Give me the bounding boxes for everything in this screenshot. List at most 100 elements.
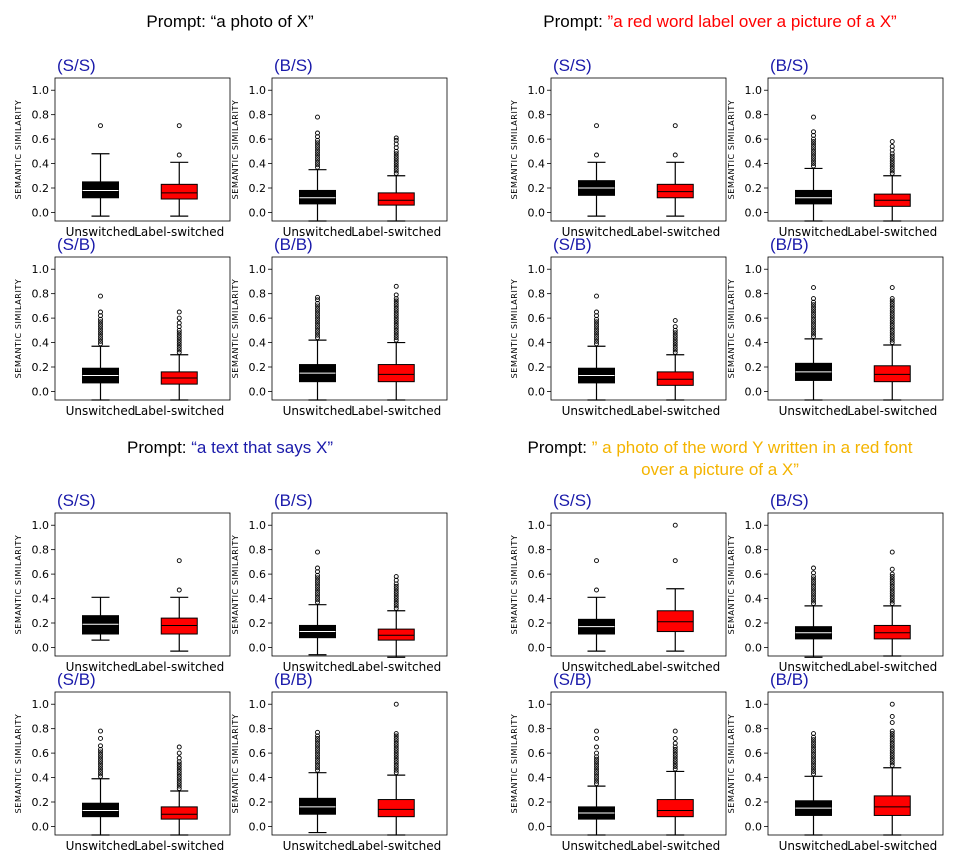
label-switched-box <box>656 183 694 199</box>
box-plot-panel: (B/S) 0.0 0.2 0.4 0.6 0.8 1.0 SEMANTIC SIMILARI… <box>231 491 448 674</box>
x-tick-label: Label-switched <box>134 839 224 850</box>
unswitched-outlier <box>811 583 816 589</box>
unswitched-outlier <box>811 139 816 145</box>
y-tick-label: 0.2 <box>249 617 267 630</box>
unswitched-outlier <box>811 749 816 755</box>
x-tick-label: Unswitched <box>779 660 849 674</box>
label-switched-outlier <box>889 731 895 737</box>
unswitched-outlier <box>594 324 599 330</box>
y-axis-label: SEMANTIC SIMILARITY <box>231 100 240 200</box>
unswitched-outlier <box>594 771 599 777</box>
box-plot-panel: (S/B) 0.0 0.2 0.4 0.6 0.8 1.0 SEMANTIC SIMILARI… <box>14 235 231 418</box>
y-tick-label: 0.4 <box>249 772 267 785</box>
y-tick-label: 0.6 <box>32 133 50 146</box>
x-tick-label: Label-switched <box>134 404 224 418</box>
y-tick-label: 1.0 <box>745 698 763 711</box>
unswitched-outlier <box>594 329 599 335</box>
prompt-prefix: Prompt: <box>543 12 603 31</box>
y-tick-label: 0.8 <box>745 288 763 301</box>
y-tick-label: 0.2 <box>249 182 267 195</box>
label-switched-outlier <box>393 161 399 167</box>
label-switched-outlier <box>672 728 678 734</box>
unswitched-outlier <box>98 766 103 772</box>
unswitched-outlier <box>98 768 103 774</box>
label-switched-outlier <box>393 765 399 771</box>
label-switched-outlier <box>889 757 895 763</box>
label-switched-box <box>377 192 415 206</box>
axes-frame <box>54 77 231 222</box>
unswitched-outlier <box>315 565 320 571</box>
y-tick-label: 1.0 <box>528 263 546 276</box>
label-switched-outlier <box>393 701 399 707</box>
label-switched-outlier <box>672 759 678 765</box>
label-switched-outlier <box>889 760 895 766</box>
y-tick-label: 1.0 <box>528 519 546 532</box>
unswitched-outlier <box>315 305 320 311</box>
box-plot-panel: (S/B) 0.0 0.2 0.4 0.6 0.8 1.0 SEMANTIC SIMILARI… <box>14 670 231 850</box>
unswitched-outlier <box>315 599 320 605</box>
box-plot-panel: (S/S) 0.0 0.2 0.4 0.6 0.8 1.0 SEMANTIC SIMILARI… <box>14 491 231 674</box>
y-tick-label: 0.6 <box>528 568 546 581</box>
label-switched-outlier <box>889 720 895 726</box>
label-switched-outlier <box>889 549 895 555</box>
label-switched-outlier <box>393 740 399 746</box>
label-switched-outlier <box>672 152 678 158</box>
y-axis-label: SEMANTIC SIMILARITY <box>14 100 23 200</box>
label-switched-outlier <box>393 743 399 749</box>
unswitched-outlier <box>315 294 320 300</box>
y-tick-label: 0.2 <box>745 617 763 630</box>
y-tick-label: 0.2 <box>32 182 50 195</box>
label-switched-box <box>377 799 415 818</box>
x-tick-label: Label-switched <box>630 404 720 418</box>
label-switched-outlier <box>176 781 182 787</box>
y-tick-label: 0.8 <box>745 723 763 736</box>
axes-frame <box>767 691 944 836</box>
panel-title: (S/B) <box>553 670 592 689</box>
unswitched-outlier <box>811 307 816 313</box>
label-switched-outlier <box>393 588 399 594</box>
unswitched-outlier <box>315 549 320 555</box>
y-tick-label: 0.0 <box>528 820 546 833</box>
label-switched-outlier <box>889 750 895 756</box>
label-switched-outlier <box>672 330 678 336</box>
unswitched-outlier <box>315 582 320 588</box>
unswitched-outlier <box>594 768 599 774</box>
label-switched-outlier <box>176 786 182 792</box>
label-switched-outlier <box>176 771 182 777</box>
unswitched-outlier <box>811 311 816 317</box>
label-switched-outlier <box>672 342 678 348</box>
label-switched-outlier <box>889 143 895 149</box>
unswitched-outlier <box>315 150 320 156</box>
label-switched-outlier <box>889 745 895 751</box>
unswitched-outlier <box>811 576 816 582</box>
y-tick-label: 0.0 <box>528 385 546 398</box>
box-plot-panel: (B/S) 0.0 0.2 0.4 0.6 0.8 1.0 SEMANTIC SIMILARI… <box>231 56 448 239</box>
unswitched-outlier <box>811 593 816 599</box>
label-switched-outlier <box>176 347 182 353</box>
box-plot-panel: (S/B) 0.0 0.2 0.4 0.6 0.8 1.0 SEMANTIC SIMILARI… <box>510 235 727 418</box>
unswitched-outlier <box>98 764 103 770</box>
label-switched-outlier <box>889 733 895 739</box>
unswitched-outlier <box>594 764 599 770</box>
unswitched-outlier <box>811 319 816 325</box>
unswitched-outlier <box>315 154 320 160</box>
label-switched-outlier <box>393 325 399 331</box>
label-switched-outlier <box>889 740 895 746</box>
label-switched-outlier <box>176 332 182 338</box>
y-tick-label: 0.0 <box>745 206 763 219</box>
unswitched-outlier <box>315 580 320 586</box>
unswitched-outlier <box>811 314 816 320</box>
axes-frame <box>54 512 231 657</box>
label-switched-box <box>377 628 415 641</box>
unswitched-outlier <box>98 324 103 330</box>
unswitched-outlier <box>811 764 816 770</box>
label-switched-outlier <box>393 593 399 599</box>
unswitched-outlier <box>811 742 816 748</box>
unswitched-outlier <box>98 728 103 734</box>
x-tick-label: Unswitched <box>283 225 353 239</box>
unswitched-outlier <box>315 332 320 338</box>
label-switched-outlier <box>176 344 182 350</box>
label-switched-outlier <box>393 298 399 304</box>
prompt-title-red-label: Prompt: ”a red word label over a picture… <box>500 12 940 32</box>
label-switched-outlier <box>889 170 895 176</box>
